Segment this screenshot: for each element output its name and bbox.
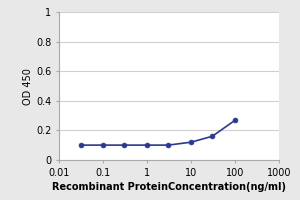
X-axis label: Recombinant ProteinConcentration(ng/ml): Recombinant ProteinConcentration(ng/ml) xyxy=(52,182,286,192)
Y-axis label: OD 450: OD 450 xyxy=(23,68,33,105)
